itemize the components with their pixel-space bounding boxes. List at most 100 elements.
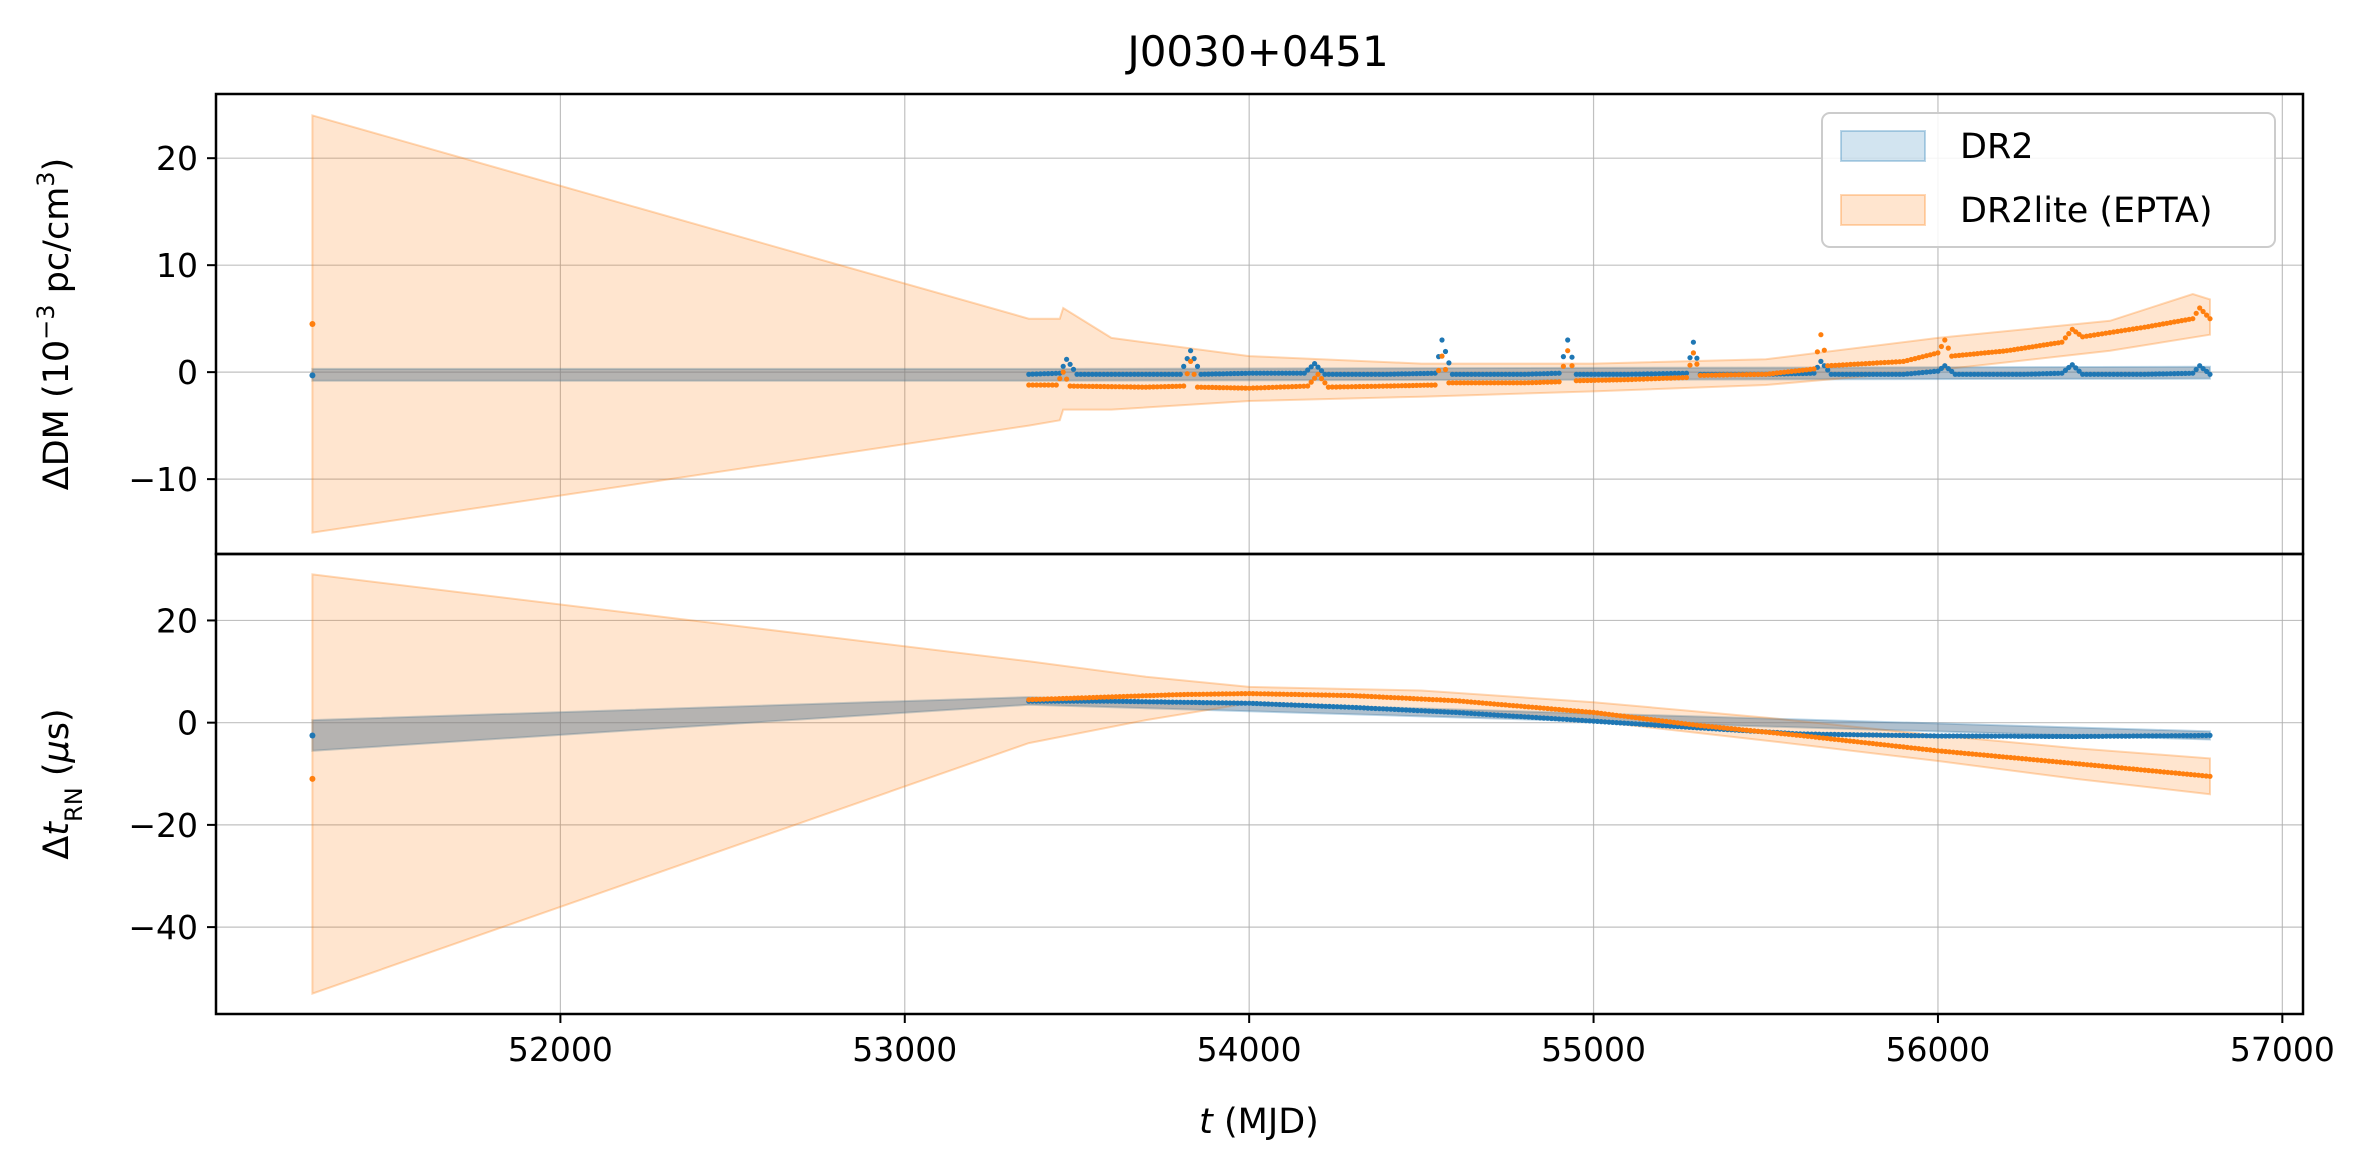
data-point <box>1820 735 1826 741</box>
data-point <box>1916 733 1922 739</box>
data-point <box>1049 382 1055 388</box>
data-point <box>1227 700 1233 706</box>
data-point <box>1120 693 1127 700</box>
data-point <box>1465 380 1471 386</box>
data-point <box>2084 762 2090 768</box>
data-point <box>1361 371 1367 377</box>
data-point <box>1341 384 1347 390</box>
data-point <box>1581 371 1587 377</box>
data-point <box>1988 733 1995 739</box>
data-point <box>2182 370 2188 376</box>
data-point <box>1740 727 1746 733</box>
data-point <box>1166 692 1172 698</box>
data-point <box>1954 750 1960 756</box>
data-point <box>1680 375 1686 381</box>
data-point <box>1301 383 1307 389</box>
data-point <box>1158 371 1164 377</box>
data-point <box>1908 745 1914 751</box>
data-point <box>1525 714 1532 720</box>
data-point <box>1049 370 1055 377</box>
data-point <box>1365 371 1371 377</box>
data-point <box>1717 724 1723 731</box>
data-point <box>1811 366 1817 372</box>
data-point <box>1971 371 1977 377</box>
data-point <box>2193 310 2199 316</box>
data-point <box>1824 731 1830 737</box>
data-point <box>1985 752 1991 759</box>
data-point <box>1446 380 1452 386</box>
data-point <box>1319 703 1325 709</box>
data-point <box>1071 383 1077 389</box>
data-point <box>1967 351 1973 357</box>
data-point <box>1395 371 1401 377</box>
data-point <box>1372 694 1378 700</box>
data-point <box>2195 772 2202 778</box>
data-point <box>1124 371 1130 377</box>
data-point <box>1128 693 1134 699</box>
data-point <box>1101 371 1107 377</box>
data-point <box>1621 371 1627 377</box>
data-point <box>2146 767 2152 774</box>
data-point <box>1625 720 1631 726</box>
data-point <box>1859 371 1865 377</box>
data-point <box>1958 750 1964 756</box>
data-point <box>309 775 316 782</box>
data-point <box>1778 731 1784 737</box>
x-tick-label: 57000 <box>2230 1030 2335 1069</box>
data-point <box>2172 733 2179 739</box>
data-point <box>1541 715 1547 721</box>
data-point <box>2095 371 2101 377</box>
data-point <box>1330 704 1336 710</box>
data-point <box>1996 753 2002 760</box>
data-point <box>1916 370 1922 376</box>
data-point <box>1931 747 1937 754</box>
data-point <box>1208 691 1214 697</box>
data-point <box>1070 366 1077 372</box>
data-point <box>2114 371 2121 377</box>
data-point <box>1882 359 1888 366</box>
data-point <box>1139 699 1145 705</box>
data-point <box>1147 699 1153 705</box>
data-point <box>1584 377 1590 384</box>
data-point <box>1476 380 1482 386</box>
data-point <box>1667 723 1673 729</box>
data-point <box>1384 383 1390 389</box>
data-point <box>1368 383 1374 389</box>
data-point <box>2176 770 2182 777</box>
data-point <box>1281 691 1287 697</box>
data-point <box>1828 371 1834 377</box>
data-point <box>1923 369 1930 375</box>
data-point <box>2142 371 2148 377</box>
data-point <box>1272 370 1278 376</box>
data-point <box>2199 773 2205 779</box>
data-point <box>1602 711 1608 717</box>
data-point <box>1472 380 1478 386</box>
data-point <box>1839 737 1845 743</box>
data-point <box>1564 707 1570 713</box>
data-point <box>1625 377 1631 383</box>
data-point <box>1560 716 1566 722</box>
data-point <box>1648 376 1654 382</box>
x-tick-label: 55000 <box>1541 1030 1646 1069</box>
data-point <box>1633 371 1639 377</box>
data-point <box>1943 733 1949 739</box>
data-point <box>2054 733 2060 740</box>
data-point <box>1067 361 1073 367</box>
bottom-panel-y-label: ΔtRN (μs) <box>37 708 88 859</box>
data-point <box>1158 384 1164 390</box>
data-point <box>1973 751 1979 757</box>
data-point <box>1173 371 1180 377</box>
data-point <box>1105 698 1111 704</box>
data-point <box>1254 385 1260 391</box>
data-point <box>1935 733 1941 739</box>
data-point <box>1789 732 1796 738</box>
data-point <box>1177 699 1183 705</box>
data-point <box>1238 691 1245 697</box>
data-point <box>1231 385 1237 391</box>
data-point <box>1747 371 1753 378</box>
data-point <box>1184 371 1190 377</box>
data-point <box>1537 379 1543 385</box>
data-point <box>1041 371 1047 377</box>
data-point <box>1495 712 1501 718</box>
data-point <box>2088 762 2094 768</box>
